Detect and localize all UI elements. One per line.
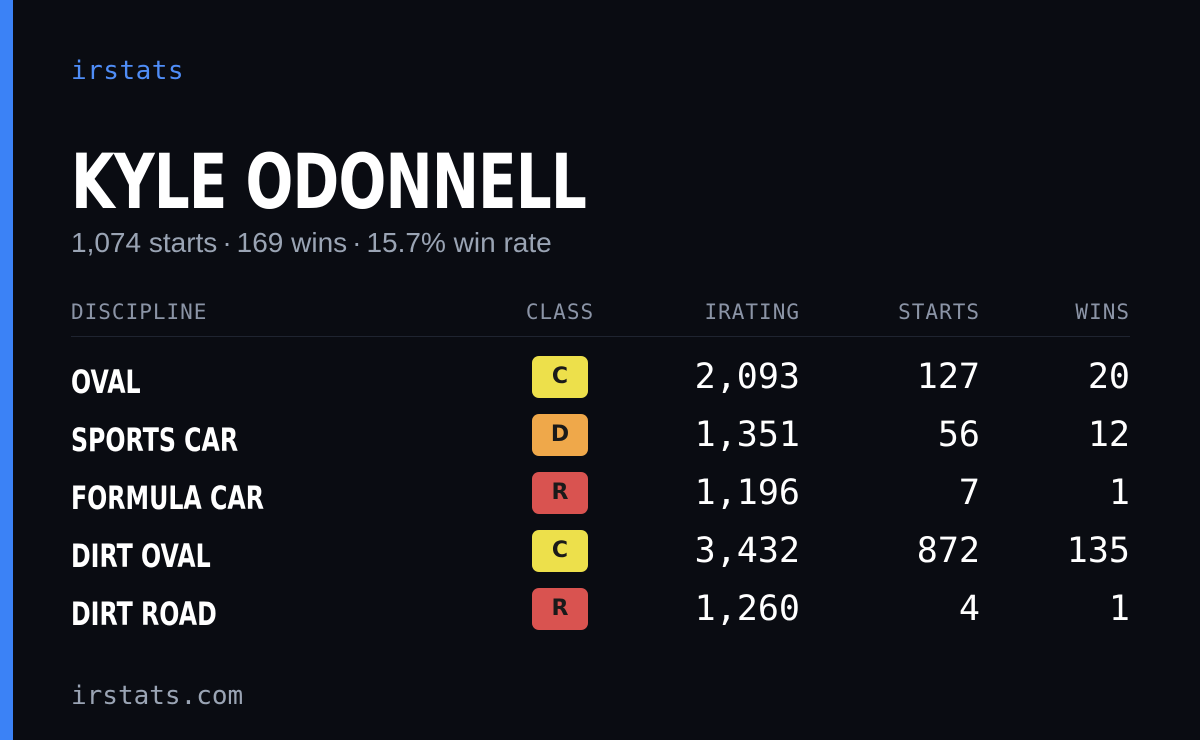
starts-value: 127 xyxy=(916,357,980,397)
wins-value: 20 xyxy=(1087,357,1130,397)
header-divider xyxy=(71,336,1130,337)
summary-separator: · xyxy=(352,227,362,258)
column-header-discipline: DISCIPLINE xyxy=(71,300,208,324)
class-badge: R xyxy=(532,588,588,630)
class-badge: C xyxy=(532,356,588,398)
discipline-label: DIRT OVAL xyxy=(71,537,211,575)
starts-value: 7 xyxy=(958,473,980,513)
starts-value: 56 xyxy=(937,415,980,455)
starts-value: 4 xyxy=(958,589,980,629)
wins-value: 1 xyxy=(1108,589,1130,629)
summary-win-rate: 15.7% win rate xyxy=(366,227,552,258)
brand-logo: irstats xyxy=(71,56,185,86)
summary-separator: · xyxy=(222,227,232,258)
table-row: FORMULA CAR R 1,196 7 1 xyxy=(0,470,1200,528)
wins-value: 135 xyxy=(1066,531,1130,571)
irating-value: 1,351 xyxy=(694,415,800,455)
summary-starts: 1,074 starts xyxy=(71,227,218,258)
column-header-irating: IRATING xyxy=(704,300,800,324)
accent-bar xyxy=(0,0,13,740)
table-row: DIRT OVAL C 3,432 872 135 xyxy=(0,528,1200,586)
class-badge: C xyxy=(532,530,588,572)
class-badge: D xyxy=(532,414,588,456)
irating-value: 3,432 xyxy=(694,531,800,571)
column-header-class: CLASS xyxy=(525,300,595,324)
irating-value: 1,260 xyxy=(694,589,800,629)
wins-value: 12 xyxy=(1087,415,1130,455)
wins-value: 1 xyxy=(1108,473,1130,513)
column-header-starts: STARTS xyxy=(898,300,980,324)
footer-url: irstats.com xyxy=(71,681,244,711)
driver-summary: 1,074 starts · 169 wins · 15.7% win rate xyxy=(71,227,552,259)
class-badge: R xyxy=(532,472,588,514)
table-row: DIRT ROAD R 1,260 4 1 xyxy=(0,586,1200,644)
table-row: SPORTS CAR D 1,351 56 12 xyxy=(0,412,1200,470)
irating-value: 1,196 xyxy=(694,473,800,513)
discipline-label: DIRT ROAD xyxy=(71,595,217,633)
irating-value: 2,093 xyxy=(694,357,800,397)
table-row: OVAL C 2,093 127 20 xyxy=(0,354,1200,412)
summary-wins: 169 wins xyxy=(236,227,348,258)
discipline-label: FORMULA CAR xyxy=(71,479,264,517)
column-header-wins: WINS xyxy=(1075,300,1130,324)
discipline-label: SPORTS CAR xyxy=(71,421,239,459)
discipline-label: OVAL xyxy=(71,363,141,401)
driver-name: KYLE ODONNELL xyxy=(71,137,587,226)
starts-value: 872 xyxy=(916,531,980,571)
